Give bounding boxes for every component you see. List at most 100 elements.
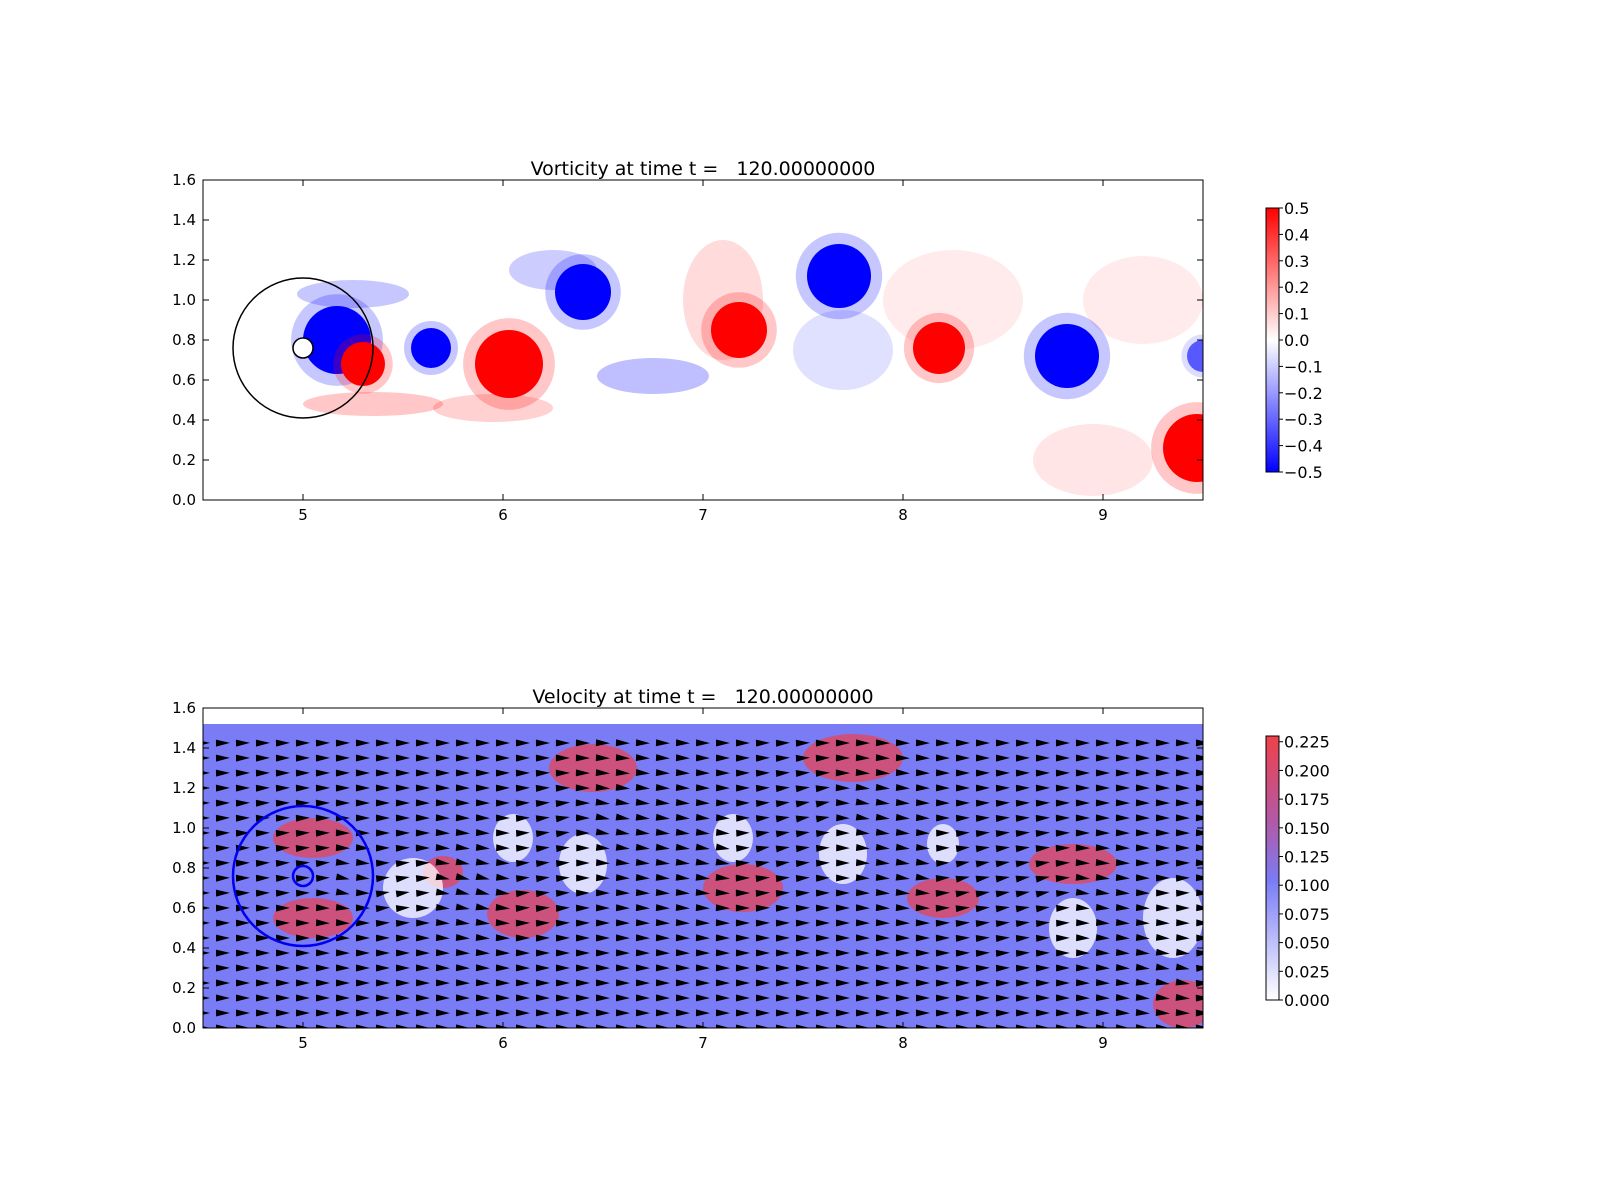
quiver-arrow (1155, 769, 1171, 777)
quiver-arrow (995, 1024, 1010, 1028)
quiver-arrow (256, 979, 270, 987)
quiver-arrow (935, 754, 950, 762)
quiver-arrow (1076, 1024, 1090, 1028)
quiver-arrow (715, 858, 730, 866)
quiver-arrow (535, 815, 550, 823)
obstacle-outer-circle (232, 277, 374, 419)
quiver-arrow (615, 964, 630, 972)
quiver-arrow (1035, 949, 1050, 957)
quiver-arrow (1095, 934, 1110, 942)
quiver-arrow (1176, 904, 1190, 912)
quiver-arrow (635, 828, 650, 836)
quiver-arrow (595, 769, 611, 777)
quiver-arrow (475, 784, 490, 792)
quiver-arrow (595, 949, 610, 957)
quiver-arrow (1095, 1009, 1110, 1017)
quiver-arrow (276, 919, 290, 927)
quiver-arrow (875, 979, 891, 987)
vortex-core (475, 330, 543, 398)
quiver-arrow (495, 873, 510, 881)
quiver-arrow (915, 754, 930, 762)
quiver-arrow (1015, 845, 1030, 853)
quiver-arrow (935, 964, 951, 972)
quiver-arrow (1175, 784, 1191, 792)
quiver-arrow (236, 979, 250, 987)
quiver-arrow (576, 874, 590, 882)
quiver-arrow (235, 784, 251, 792)
quiver-arrow (435, 964, 450, 972)
quiver-arrow (675, 994, 691, 1002)
quiver-arrow (655, 739, 670, 747)
quiver-arrow (203, 951, 210, 955)
quiver-arrow (615, 1009, 630, 1017)
vorticity-title: Vorticity at time t = 120.00000000 (531, 158, 876, 180)
quiver-arrow (1195, 769, 1203, 777)
quiver-arrow (715, 919, 731, 927)
y-tick-label: 0.8 (172, 331, 196, 349)
quiver-arrow (1055, 754, 1071, 762)
quiver-arrow (315, 949, 330, 957)
quiver-arrow (975, 920, 990, 928)
quiver-arrow (1175, 844, 1191, 852)
colorbar-tick-label: 0.3 (1284, 252, 1309, 271)
quiver-arrow (635, 964, 650, 972)
quiver-arrow (995, 1009, 1010, 1017)
quiver-arrow (1115, 769, 1131, 777)
quiver-arrow (275, 844, 290, 852)
quiver-arrow (1015, 890, 1030, 898)
quiver-arrow (475, 949, 490, 957)
quiver-arrow (275, 814, 291, 822)
quiver-arrow (1075, 994, 1090, 1002)
colorbar-tick-label: 0.000 (1284, 991, 1330, 1010)
quiver-arrow (375, 814, 391, 822)
quiver-arrow (815, 964, 831, 972)
quiver-arrow (775, 904, 791, 912)
quiver-arrow (1095, 799, 1111, 807)
quiver-arrow (1095, 888, 1110, 896)
quiver-arrow (376, 844, 390, 852)
quiver-arrow (256, 934, 270, 942)
quiver-arrow (1195, 979, 1203, 987)
quiver-arrow (355, 844, 370, 852)
quiver-arrow (355, 784, 371, 792)
quiver-arrow (895, 919, 911, 927)
quiver-arrow (516, 844, 530, 852)
quiver-arrow (275, 874, 290, 882)
quiver-arrow (235, 754, 251, 762)
quiver-arrow (895, 858, 910, 866)
quiver-arrow (875, 964, 891, 972)
quiver-arrow (1095, 844, 1111, 852)
velocity-low-region (1049, 898, 1097, 958)
quiver-arrow (415, 769, 431, 777)
quiver-arrow (695, 934, 711, 942)
quiver-arrow (203, 966, 210, 970)
quiver-arrow (775, 964, 791, 972)
quiver-arrow (475, 918, 490, 926)
quiver-arrow (355, 814, 371, 822)
quiver-arrow (315, 739, 331, 747)
quiver-arrow (995, 935, 1010, 943)
y-tick-label: 1.4 (172, 739, 196, 757)
quiver-arrow (475, 843, 490, 851)
velocity-low-region (383, 858, 443, 918)
quiver-arrow (1135, 829, 1151, 837)
quiver-arrow (975, 994, 990, 1002)
quiver-arrow (596, 904, 610, 912)
quiver-arrow (1175, 978, 1190, 986)
quiver-arrow (515, 769, 531, 777)
vorticity-obstacle (232, 277, 374, 419)
quiver-arrow (576, 844, 590, 852)
quiver-arrow (835, 964, 851, 972)
quiver-arrow (1155, 948, 1170, 956)
quiver-arrow (516, 1024, 530, 1028)
quiver-arrow (935, 1009, 951, 1017)
quiver-arrow (915, 843, 930, 851)
quiver-arrow (635, 754, 651, 762)
obstacle-outer-circle (231, 804, 375, 948)
quiver-arrow (655, 754, 670, 762)
vortex-core (1163, 414, 1203, 482)
quiver-arrow (875, 919, 891, 927)
quiver-arrow (1175, 739, 1191, 747)
quiver-arrow (615, 979, 630, 987)
quiver-arrow (395, 844, 411, 852)
